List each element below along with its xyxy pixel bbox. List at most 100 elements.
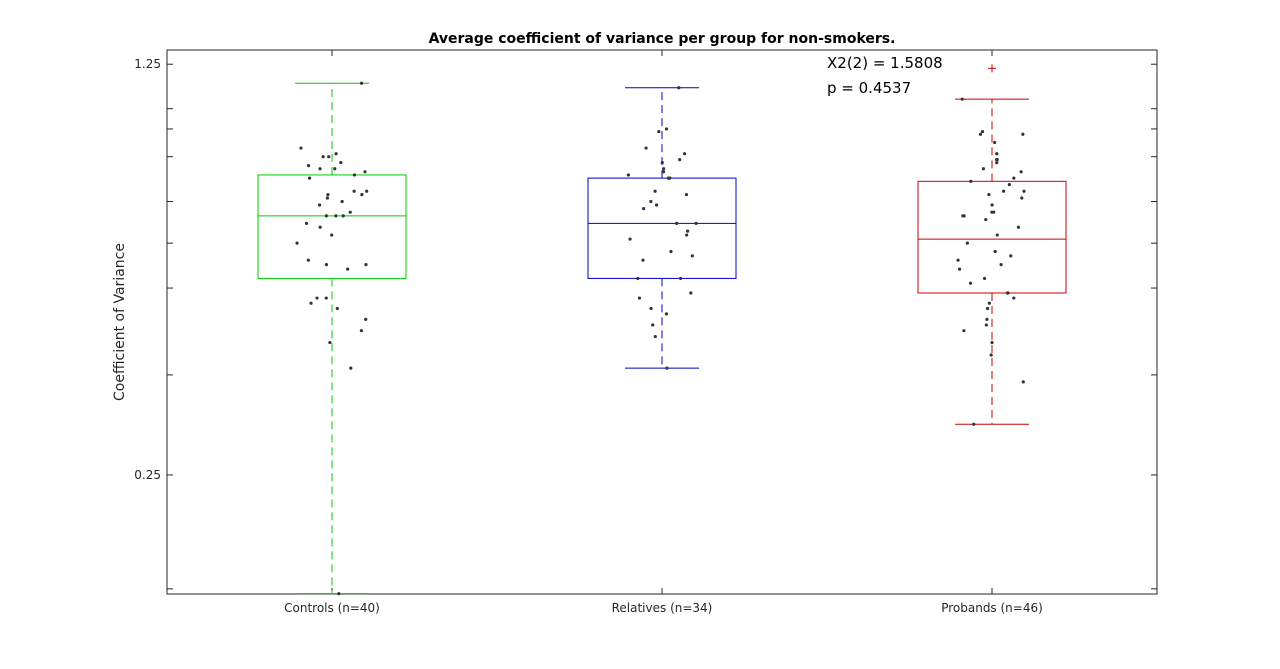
data-point [318, 167, 322, 171]
data-point [995, 161, 999, 165]
data-point [352, 189, 356, 193]
data-point [324, 214, 328, 218]
data-point [661, 170, 666, 174]
data-point [965, 241, 969, 245]
chi-square-annotation: X2(2) = 1.5808 [827, 54, 943, 72]
data-point [1012, 296, 1016, 300]
data-point [662, 167, 666, 171]
data-point [641, 258, 645, 262]
data-point [968, 281, 973, 285]
data-point [306, 258, 310, 262]
data-point [1001, 189, 1006, 193]
axis-ticks: 0.25 1.25 Controls (n=40) Relatives (n=34) P… [134, 50, 1157, 615]
x-tick-label: Probands (n=46) [941, 601, 1043, 615]
data-point [352, 173, 357, 177]
data-point [326, 192, 330, 197]
data-point [349, 366, 353, 370]
data-point [677, 86, 681, 90]
data-point [626, 173, 630, 177]
box-group [257, 82, 407, 595]
data-point [1020, 196, 1024, 200]
data-point [660, 161, 664, 165]
data-point [664, 127, 669, 131]
data-point [984, 217, 988, 222]
chart-title: Average coefficient of variance per grou… [429, 31, 896, 47]
data-point [649, 199, 653, 204]
data-point [346, 267, 350, 271]
data-point [684, 192, 689, 197]
data-point [359, 81, 364, 85]
data-point [364, 317, 368, 321]
data-point [989, 353, 993, 357]
data-point [1016, 225, 1021, 229]
data-point [337, 592, 341, 596]
data-point [363, 170, 367, 174]
p-value-annotation: p = 0.4537 [827, 79, 911, 97]
data-point [304, 221, 309, 225]
data-point [318, 225, 322, 229]
data-point [685, 233, 689, 237]
data-point [1012, 176, 1016, 180]
data-point [961, 214, 965, 218]
data-point [987, 301, 991, 305]
data-point [324, 296, 328, 300]
data-point [679, 276, 683, 281]
data-point [642, 206, 646, 211]
data-point [324, 263, 329, 267]
data-point [972, 422, 976, 426]
data-point [334, 214, 338, 218]
data-point [683, 152, 687, 156]
data-point [654, 203, 659, 207]
data-point [1021, 132, 1025, 136]
data-point [1021, 380, 1025, 384]
data-point [990, 210, 994, 214]
data-point [690, 254, 694, 258]
data-point [637, 296, 642, 300]
data-point [317, 203, 322, 207]
data-point [359, 329, 364, 333]
y-tick-label: 1.25 [134, 57, 161, 71]
data-point [657, 129, 661, 134]
data-point [360, 192, 364, 197]
data-point [993, 140, 997, 145]
data-point [678, 158, 682, 162]
data-point [987, 192, 991, 197]
data-point [980, 129, 985, 134]
data-point [651, 323, 655, 327]
data-point [685, 229, 690, 233]
data-point [1019, 170, 1023, 174]
data-point [330, 233, 334, 237]
data-point [628, 237, 632, 241]
data-point [653, 334, 657, 339]
y-axis-label: Coefficient of Variance [112, 243, 128, 401]
x-tick-label: Relatives (n=34) [612, 601, 713, 615]
data-point [334, 152, 338, 156]
data-point [636, 276, 640, 281]
x-tick-label: Controls (n=40) [284, 601, 380, 615]
data-point [995, 158, 999, 162]
data-point [993, 249, 997, 254]
data-point [665, 366, 669, 370]
data-point [364, 263, 368, 267]
data-point [969, 179, 973, 183]
data-point [1022, 189, 1026, 193]
data-point [306, 164, 311, 168]
data-point [341, 214, 345, 218]
data-point [978, 132, 983, 136]
iqr-box [917, 180, 1067, 294]
y-tick-label: 0.25 [134, 468, 161, 482]
data-point [653, 189, 657, 193]
data-point [962, 329, 966, 333]
data-point [1007, 182, 1011, 187]
iqr-box [587, 177, 737, 279]
data-point [309, 301, 313, 305]
data-point [315, 296, 319, 300]
data-point [649, 306, 653, 311]
data-point [295, 241, 299, 245]
data-point [327, 155, 331, 159]
data-point [325, 196, 329, 200]
data-point [668, 176, 672, 180]
data-point [984, 323, 988, 327]
data-point [669, 249, 673, 254]
data-point [957, 267, 962, 271]
